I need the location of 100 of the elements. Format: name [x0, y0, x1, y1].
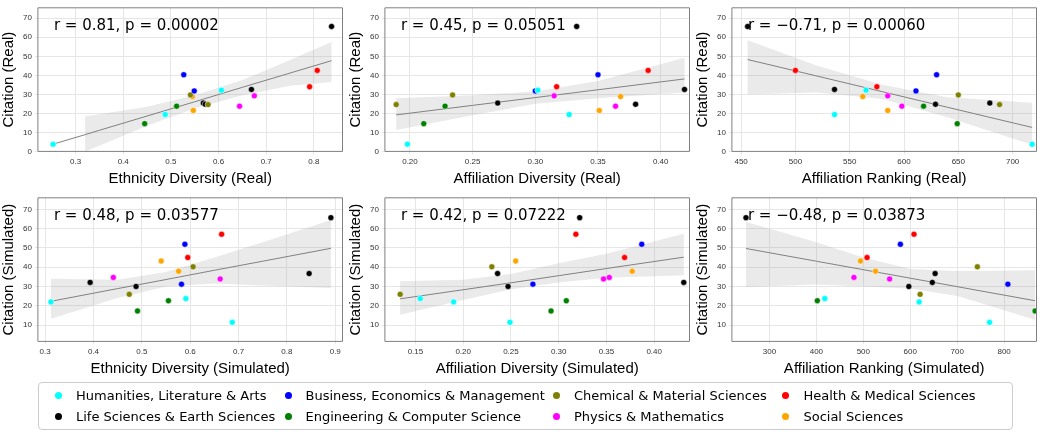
x-tick-label: 400 [809, 347, 824, 357]
y-axis-title: Citation (Simulated) [346, 203, 364, 336]
annotation: r = −0.48, p = 0.03873 [747, 205, 926, 224]
y-tick-label: 50 [369, 51, 380, 61]
x-tick-label: 0.30 [527, 157, 544, 167]
y-tick-label: 50 [22, 51, 33, 61]
x-tick-label: 0.3 [69, 157, 82, 167]
y-tick-label: 10 [369, 320, 380, 330]
y-axis-title: Citation (Real) [0, 31, 17, 128]
x-tick-label: 500 [856, 347, 871, 357]
y-tick-label: 20 [369, 108, 380, 118]
x-tick-label: 0.35 [590, 157, 607, 167]
y-tick-label: 30 [716, 89, 727, 99]
x-tick-label: 0.6 [184, 347, 197, 357]
x-tick-label: 0.8 [308, 157, 321, 167]
x-tick-label: 500 [788, 157, 803, 167]
annotation: r = −0.71, p = 0.00060 [747, 15, 926, 34]
y-tick-label: 20 [22, 300, 33, 310]
legend-label: Chemical & Material Sciences [573, 388, 767, 403]
y-tick-label: 70 [22, 13, 33, 23]
y-tick-label: 40 [369, 70, 380, 80]
x-tick-label: 0.7 [260, 157, 273, 167]
x-axis-title: Affiliation Ranking (Simulated) [783, 359, 985, 377]
x-tick-label: 450 [734, 157, 749, 167]
x-tick-label: 0.40 [646, 347, 663, 357]
x-tick-label: 0.4 [87, 347, 100, 357]
y-axis-title: Citation (Real) [693, 31, 711, 128]
annotation: r = 0.45, p = 0.05051 [400, 15, 566, 34]
x-tick-label: 0.25 [503, 347, 520, 357]
y-tick-label: 60 [716, 223, 727, 233]
y-tick-label: 60 [369, 223, 380, 233]
y-tick-label: 10 [716, 127, 727, 137]
y-tick-label: 30 [22, 281, 33, 291]
y-tick-label: 0 [374, 146, 380, 156]
x-tick-label: 0.20 [455, 347, 472, 357]
x-axis-title: Ethnicity Diversity (Real) [108, 169, 272, 187]
x-tick-label: 700 [950, 347, 965, 357]
x-tick-label: 0.15 [407, 347, 424, 357]
x-tick-label: 0.8 [281, 347, 294, 357]
y-tick-label: 70 [716, 13, 727, 23]
y-tick-label: 70 [369, 204, 380, 214]
x-tick-label: 700 [1005, 157, 1020, 167]
legend-label: Social Sciences [803, 409, 904, 424]
y-axis-title: Citation (Real) [346, 31, 364, 128]
legend-label: Business, Economics & Management [305, 388, 545, 403]
y-tick-label: 60 [716, 32, 727, 42]
y-tick-label: 50 [369, 243, 380, 253]
x-tick-label: 0.20 [402, 157, 419, 167]
x-tick-label: 0.5 [165, 157, 177, 167]
y-tick-label: 70 [716, 204, 727, 214]
y-tick-label: 60 [22, 223, 33, 233]
y-tick-label: 40 [716, 70, 727, 80]
y-tick-label: 10 [22, 320, 33, 330]
x-tick-label: 0.6 [213, 157, 225, 167]
y-tick-label: 10 [369, 127, 380, 137]
legend-label: Life Sciences & Earth Sciences [76, 409, 276, 424]
legend-label: Physics & Mathematics [573, 409, 725, 424]
x-tick-label: 600 [897, 157, 912, 167]
y-tick-label: 0 [721, 146, 727, 156]
x-axis-title: Affiliation Diversity (Real) [453, 169, 621, 187]
annotation: r = 0.42, p = 0.07222 [400, 205, 566, 224]
y-tick-label: 50 [22, 243, 33, 253]
x-axis-title: Affiliation Ranking (Real) [801, 169, 967, 187]
y-tick-label: 30 [22, 89, 33, 99]
x-tick-label: 0.4 [117, 157, 130, 167]
x-tick-label: 0.7 [232, 347, 245, 357]
y-tick-label: 10 [716, 320, 727, 330]
x-tick-label: 800 [997, 347, 1012, 357]
y-tick-label: 0 [27, 146, 33, 156]
y-tick-label: 30 [716, 281, 727, 291]
y-tick-label: 60 [369, 32, 380, 42]
x-tick-label: 0.5 [136, 347, 148, 357]
y-tick-label: 70 [369, 13, 380, 23]
y-tick-label: 10 [22, 127, 33, 137]
y-tick-label: 40 [369, 262, 380, 272]
x-tick-label: 550 [843, 157, 857, 167]
legend-label: Engineering & Computer Science [305, 409, 522, 424]
x-tick-label: 600 [903, 347, 918, 357]
x-tick-label: 0.40 [652, 157, 669, 167]
y-tick-label: 20 [22, 108, 33, 118]
annotation: r = 0.48, p = 0.03577 [53, 205, 219, 224]
y-axis-title: Citation (Simulated) [693, 203, 711, 336]
legend-label: Humanities, Literature & Arts [76, 388, 267, 403]
y-tick-label: 50 [716, 51, 727, 61]
y-tick-label: 30 [369, 89, 380, 99]
y-axis-title: Citation (Simulated) [0, 203, 17, 336]
x-tick-label: 0.25 [464, 157, 481, 167]
y-tick-label: 70 [22, 204, 33, 214]
y-tick-label: 20 [716, 108, 727, 118]
y-tick-label: 20 [716, 300, 727, 310]
x-tick-label: 0.35 [598, 347, 615, 357]
y-tick-label: 50 [716, 243, 727, 253]
x-tick-label: 0.9 [329, 347, 342, 357]
y-tick-label: 60 [22, 32, 33, 42]
x-tick-label: 0.3 [39, 347, 52, 357]
x-tick-label: 300 [762, 347, 777, 357]
y-tick-label: 40 [22, 70, 33, 80]
annotation: r = 0.81, p = 0.00002 [53, 15, 219, 34]
y-tick-label: 40 [22, 262, 33, 272]
x-tick-label: 0.30 [550, 347, 568, 357]
